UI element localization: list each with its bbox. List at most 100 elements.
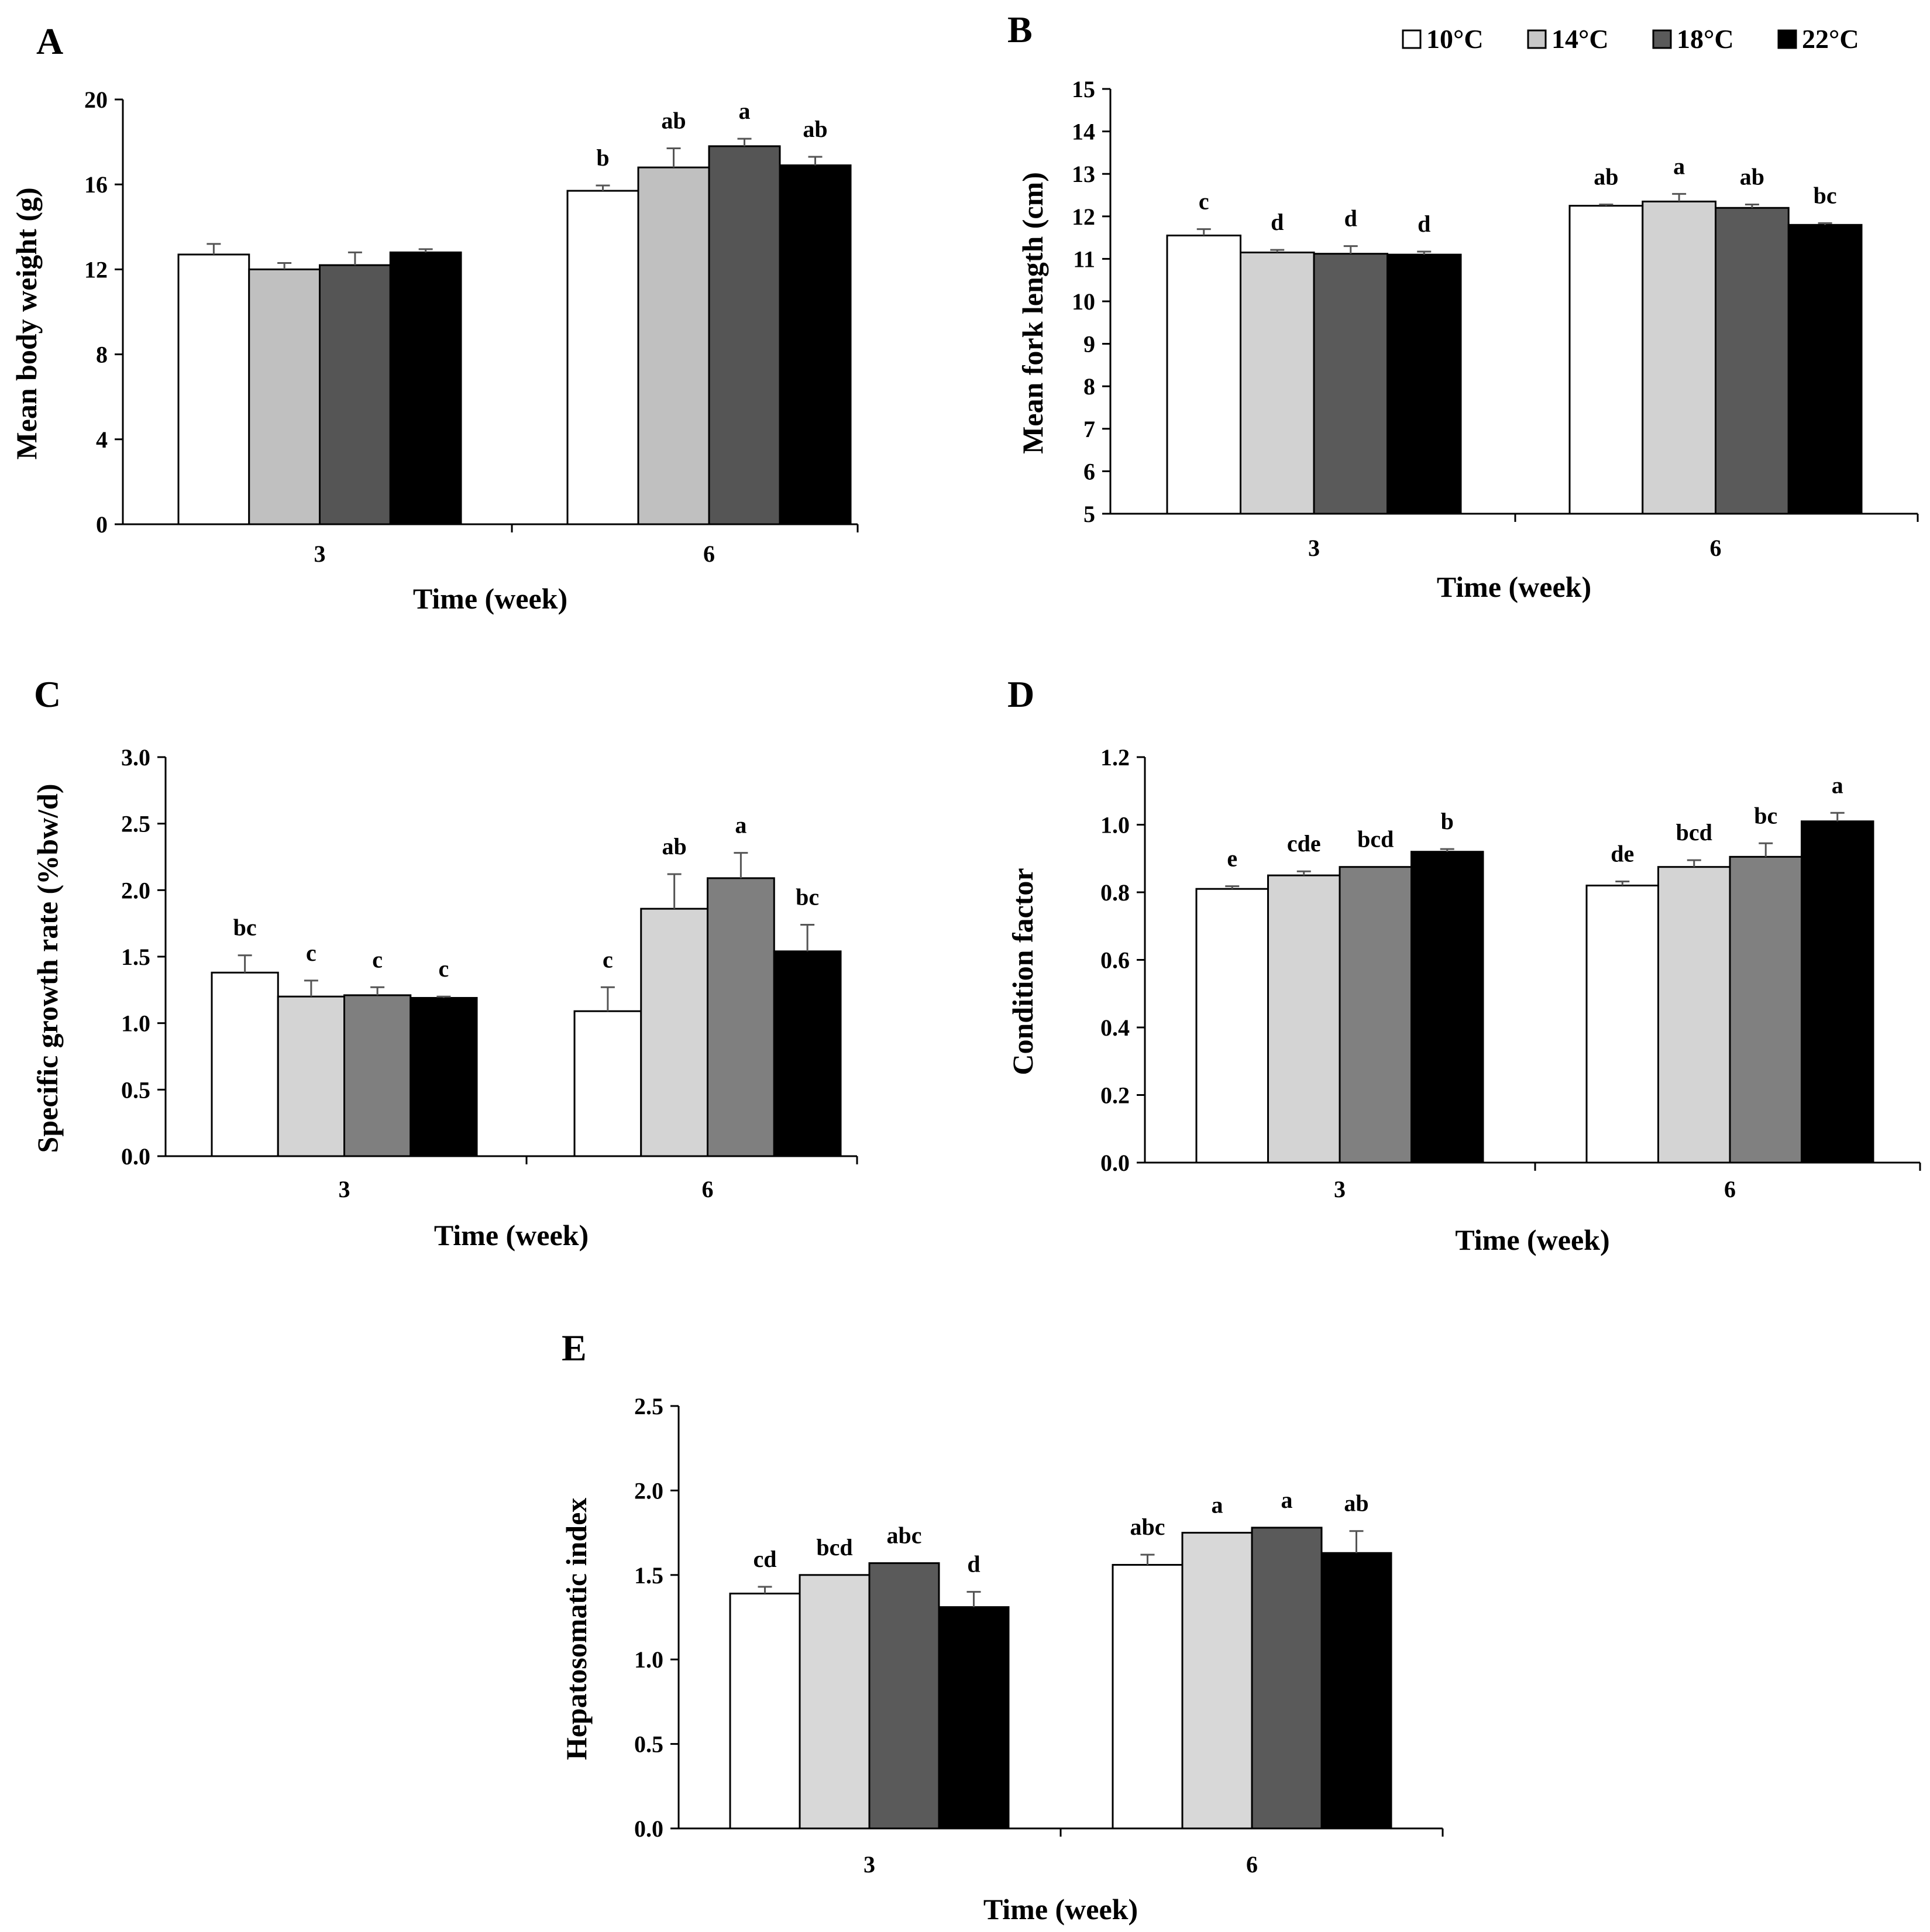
y-tick-label: 14 — [1072, 119, 1095, 145]
bar — [637, 166, 710, 525]
bar — [1715, 207, 1790, 515]
chart-panel-b: B 5 6 7 8 9 10 11 12 13 14 15 c d d d 3 ab a ab bc 6 Time (wee… — [1007, 9, 1919, 603]
significance-label: c — [372, 946, 383, 972]
y-tick-label: 0.2 — [1100, 1082, 1130, 1109]
significance-label: a — [1673, 153, 1685, 179]
chart-panel-d: D 0.0 0.2 0.4 0.6 0.8 1.0 1.2 e cde bcd b 3 de bcd bc a 6… — [1006, 673, 1921, 1256]
significance-label: ab — [662, 833, 687, 860]
y-axis-title: Specific growth rate (%bw/d) — [31, 784, 64, 1153]
significance-label: bc — [1754, 802, 1777, 829]
bar — [640, 907, 708, 1157]
bar — [410, 996, 478, 1157]
bar — [389, 251, 462, 525]
bar — [1585, 884, 1659, 1164]
y-tick-label: 7 — [1083, 416, 1095, 442]
chart-panel-e: E 0.0 0.5 1.0 1.5 2.0 2.5 cd bcd abc d 3 abc a a ab 6 Tim… — [560, 1327, 1444, 1926]
significance-label: cd — [754, 1546, 777, 1572]
bar — [1339, 866, 1412, 1164]
significance-label: ab — [1740, 163, 1764, 190]
bar — [868, 1562, 940, 1830]
bar — [211, 971, 279, 1157]
bar — [1642, 200, 1716, 515]
x-tick-label: 3 — [314, 541, 326, 567]
y-tick-label: 8 — [96, 342, 108, 368]
legend-label: 18°C — [1677, 24, 1734, 54]
bar — [1801, 820, 1874, 1164]
y-tick-label: 9 — [1083, 331, 1095, 357]
x-axis-title: Time (week) — [434, 1219, 589, 1252]
significance-label: bc — [233, 915, 257, 941]
panel-letter: B — [1007, 9, 1033, 50]
significance-label: abc — [1130, 1514, 1165, 1540]
bar — [1387, 253, 1462, 515]
x-axis-title: Time (week) — [1455, 1223, 1609, 1256]
x-tick-label: 3 — [863, 1851, 875, 1878]
bar — [779, 164, 852, 525]
y-tick-label: 1.0 — [121, 1010, 150, 1037]
significance-label: abc — [887, 1522, 922, 1549]
significance-label: b — [596, 145, 609, 171]
bar — [1410, 851, 1484, 1164]
significance-label: bc — [1814, 182, 1837, 208]
x-tick-label: 3 — [1334, 1176, 1346, 1202]
bar — [1313, 253, 1388, 515]
bar — [938, 1606, 1010, 1830]
y-axis-title: Hepatosomatic index — [560, 1498, 593, 1761]
y-tick-label: 1.5 — [121, 944, 150, 970]
significance-label: a — [1212, 1492, 1223, 1518]
bar — [248, 268, 321, 525]
y-tick-label: 0.4 — [1100, 1015, 1130, 1041]
bar — [1568, 205, 1644, 515]
significance-label: bcd — [816, 1534, 852, 1560]
y-axis-title: Mean body weight (g) — [10, 187, 43, 459]
bar — [566, 190, 639, 525]
y-tick-label: 20 — [84, 87, 108, 113]
y-tick-label: 3.0 — [121, 744, 150, 771]
y-tick-label: 0.0 — [121, 1143, 150, 1170]
bar — [1729, 855, 1802, 1164]
y-tick-label: 10 — [1072, 288, 1095, 315]
significance-label: d — [967, 1551, 980, 1577]
bar — [319, 264, 391, 525]
x-tick-label: 6 — [1710, 535, 1722, 561]
bar — [177, 253, 250, 525]
y-tick-label: 15 — [1072, 76, 1095, 102]
y-axis-title: Condition factor — [1006, 868, 1039, 1075]
chart-panel-c: C 0.0 0.5 1.0 1.5 2.0 2.5 3.0 bc c c c 3 c ab a bc 6 Time … — [31, 673, 858, 1252]
panel-letter: D — [1007, 673, 1034, 715]
significance-label: cde — [1287, 830, 1321, 857]
y-tick-label: 5 — [1083, 501, 1095, 527]
y-tick-label: 2.0 — [634, 1477, 663, 1504]
legend-label: 22°C — [1802, 24, 1859, 54]
bar — [729, 1593, 801, 1830]
bar — [1166, 234, 1241, 515]
x-tick-label: 3 — [1308, 535, 1320, 561]
x-tick-label: 6 — [1724, 1176, 1736, 1202]
legend-swatch — [1777, 29, 1797, 49]
significance-label: ab — [1594, 163, 1618, 190]
legend-swatch — [1652, 29, 1672, 49]
y-tick-label: 4 — [96, 427, 108, 453]
significance-label: d — [1418, 211, 1430, 237]
bar — [573, 1010, 642, 1157]
significance-label: c — [438, 955, 449, 982]
significance-label: c — [306, 940, 316, 966]
y-tick-label: 12 — [84, 256, 108, 283]
y-tick-label: 0.0 — [634, 1816, 663, 1842]
legend-label: 10°C — [1426, 24, 1484, 54]
y-tick-label: 12 — [1072, 204, 1095, 230]
significance-label: bc — [796, 884, 819, 910]
y-tick-label: 1.5 — [634, 1562, 663, 1589]
y-tick-label: 16 — [84, 171, 108, 198]
y-tick-label: 2.0 — [121, 877, 150, 903]
y-tick-label: 8 — [1083, 373, 1095, 400]
y-tick-label: 1.0 — [1100, 812, 1130, 838]
bar — [1267, 874, 1341, 1164]
significance-label: bcd — [1676, 819, 1712, 845]
significance-label: c — [603, 946, 613, 972]
x-tick-label: 6 — [1246, 1851, 1258, 1878]
bar — [707, 877, 775, 1157]
y-tick-label: 0.0 — [1100, 1150, 1130, 1176]
significance-label: bcd — [1357, 826, 1394, 852]
